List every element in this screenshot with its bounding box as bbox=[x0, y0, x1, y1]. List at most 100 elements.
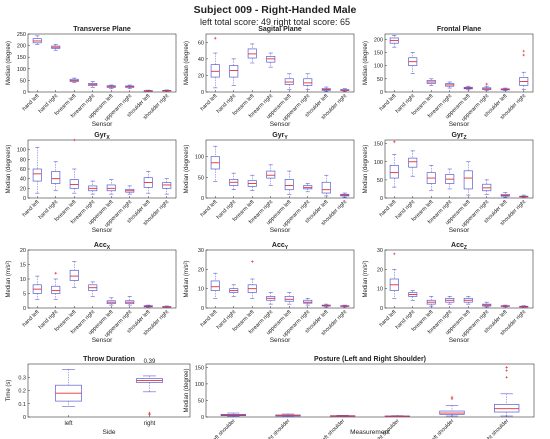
outlier-point bbox=[72, 138, 76, 142]
box bbox=[284, 296, 294, 302]
outlier-point bbox=[522, 49, 526, 53]
outlier-point bbox=[450, 397, 454, 401]
y-tick-label: 0 bbox=[23, 415, 26, 421]
box bbox=[51, 171, 61, 184]
annotation-label: 0.39 bbox=[144, 359, 156, 365]
x-axis-label: Sensor bbox=[270, 337, 291, 344]
box bbox=[321, 181, 331, 194]
chart-panel: Posture (Left and Right Shoulder) 0 50 100 1… bbox=[184, 356, 535, 439]
box bbox=[69, 269, 79, 281]
y-tick-label: 100 bbox=[374, 160, 383, 166]
y-tick-label: 0.3 bbox=[18, 375, 26, 381]
y-tick-label: 50 bbox=[377, 178, 383, 184]
y-tick-label: 50 bbox=[198, 398, 204, 404]
y-axis-label: Median (degree/s) bbox=[363, 145, 369, 194]
plot-area bbox=[205, 249, 355, 309]
box bbox=[69, 179, 79, 189]
x-tick-label: pitch left shoulder bbox=[311, 418, 346, 439]
y-tick-label: 100 bbox=[374, 64, 383, 70]
plot-area bbox=[27, 363, 191, 418]
y-tick-label: 100 bbox=[195, 382, 204, 388]
x-axis-label: Sensor bbox=[92, 121, 113, 128]
figure-subtitle: left total score: 49 right total score: … bbox=[200, 17, 350, 27]
box bbox=[408, 157, 418, 168]
plot-area bbox=[384, 33, 534, 93]
chart-panel: Transverse Plane 0 50 100 150 200 250 Median (d… bbox=[6, 26, 177, 128]
y-tick-label: 50 bbox=[20, 78, 26, 84]
outlier-point bbox=[392, 252, 396, 256]
y-tick-label: 30 bbox=[377, 248, 383, 254]
panel-title: AccX bbox=[94, 242, 111, 251]
y-axis-label: Median (degree) bbox=[6, 41, 12, 85]
y-tick-label: 60 bbox=[20, 167, 26, 173]
x-tick-label: yaw right shoulder bbox=[474, 418, 510, 439]
y-tick-label: 0 bbox=[380, 90, 383, 96]
x-axis-label: Measurement bbox=[350, 429, 390, 436]
y-tick-label: 5 bbox=[23, 292, 26, 298]
y-tick-label: 0 bbox=[201, 196, 204, 202]
box bbox=[303, 299, 313, 304]
y-tick-label: 20 bbox=[377, 267, 383, 273]
box bbox=[284, 179, 294, 191]
y-tick-label: 0.1 bbox=[18, 402, 26, 408]
x-axis-label: Sensor bbox=[270, 121, 291, 128]
x-axis-label: Side bbox=[102, 429, 115, 436]
plot-area bbox=[27, 33, 177, 93]
x-tick-label: left bbox=[64, 421, 72, 427]
x-tick-label: right bbox=[144, 421, 156, 427]
box bbox=[51, 285, 61, 294]
outlier-point bbox=[505, 375, 508, 379]
y-axis-label: Median (degree) bbox=[184, 368, 190, 412]
x-tick-label: roll right shoulder bbox=[257, 418, 291, 439]
box bbox=[303, 78, 313, 86]
box bbox=[32, 168, 42, 182]
panel-title: AccZ bbox=[451, 242, 467, 251]
outlier-point bbox=[213, 36, 217, 40]
figure-title: Subject 009 - Right-Handed Male bbox=[194, 4, 357, 16]
y-tick-label: 15 bbox=[20, 263, 26, 269]
box bbox=[210, 280, 220, 291]
y-tick-label: 0 bbox=[201, 415, 204, 421]
plot-area bbox=[384, 139, 534, 199]
y-axis-label: Median (m/s²) bbox=[184, 260, 190, 297]
x-axis-label: Sensor bbox=[92, 227, 113, 234]
y-tick-label: 30 bbox=[198, 248, 204, 254]
y-tick-label: 0.2 bbox=[18, 389, 26, 395]
chart-panel: Throw Duration 0 0.1 0.2 0.3 Time (s) left righ… bbox=[6, 356, 191, 436]
panel-title: GyrY bbox=[272, 132, 288, 141]
y-tick-label: 40 bbox=[198, 57, 204, 63]
y-tick-label: 50 bbox=[198, 175, 204, 181]
y-tick-label: 0 bbox=[380, 196, 383, 202]
plot-area bbox=[205, 33, 355, 93]
y-tick-label: 150 bbox=[374, 142, 383, 148]
y-axis-label: Median (degree/s) bbox=[6, 145, 12, 194]
outlier-point bbox=[392, 140, 396, 144]
y-tick-label: 10 bbox=[20, 277, 26, 283]
y-axis-label: Time (s) bbox=[6, 380, 12, 402]
outlier-point bbox=[485, 82, 489, 86]
y-tick-label: 250 bbox=[17, 32, 26, 38]
box bbox=[389, 165, 399, 179]
outlier-point bbox=[54, 271, 58, 275]
y-tick-label: 20 bbox=[198, 267, 204, 273]
x-axis-label: Sensor bbox=[449, 227, 470, 234]
y-tick-label: 10 bbox=[198, 287, 204, 293]
x-tick-label: roll left shoulder bbox=[205, 418, 237, 439]
plot-area bbox=[205, 139, 355, 199]
y-tick-label: 200 bbox=[374, 37, 383, 43]
outlier-point bbox=[505, 369, 508, 372]
box bbox=[229, 65, 239, 78]
y-tick-label: 100 bbox=[17, 148, 26, 154]
box bbox=[463, 170, 473, 190]
chart-panel: Frontal Plane 0 50 100 150 200 Median (degree)… bbox=[363, 26, 534, 128]
y-axis-label: Median (degree/s) bbox=[184, 145, 190, 194]
y-axis-label: Median (m/s²) bbox=[363, 260, 369, 297]
panel-title: Frontal Plane bbox=[437, 26, 481, 33]
y-tick-label: 0 bbox=[201, 306, 204, 312]
plot-area bbox=[205, 363, 535, 418]
